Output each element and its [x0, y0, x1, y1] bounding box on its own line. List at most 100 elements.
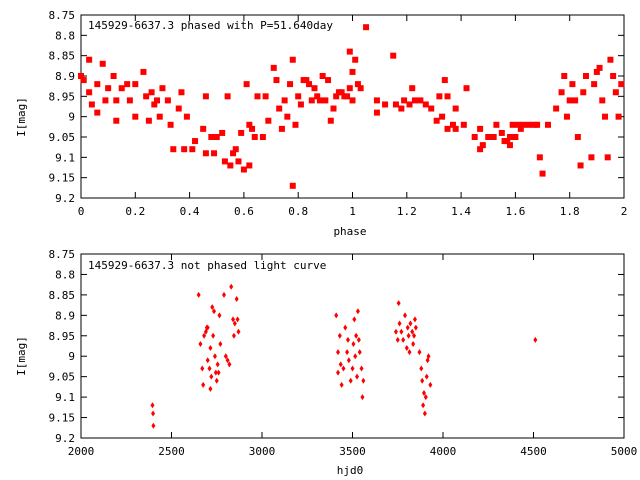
data-point	[460, 121, 467, 128]
y-tick-label: 9.15	[49, 412, 76, 425]
data-point	[345, 349, 350, 356]
data-point	[126, 97, 133, 104]
x-tick-label: 2	[621, 205, 628, 218]
data-point	[218, 340, 223, 347]
data-point	[209, 373, 214, 380]
data-point	[420, 377, 425, 384]
y-tick-label: 8.9	[55, 309, 75, 322]
data-point	[278, 125, 285, 132]
data-point	[392, 101, 399, 108]
data-point	[574, 134, 581, 140]
chart-title: 145929-6637.3 not phased light curve	[88, 259, 326, 272]
data-point	[572, 97, 579, 104]
data-point	[348, 377, 353, 384]
data-point	[306, 81, 313, 88]
data-point	[544, 121, 551, 128]
data-point	[485, 134, 492, 140]
data-point	[262, 93, 269, 100]
data-point	[411, 97, 418, 104]
data-point	[563, 113, 570, 120]
data-point	[566, 97, 573, 104]
x-tick-label: 4000	[430, 445, 457, 458]
x-axis-label: phase	[333, 225, 366, 238]
data-point	[351, 340, 356, 347]
data-point	[517, 125, 524, 132]
data-point	[536, 154, 543, 161]
data-point	[276, 105, 283, 112]
x-tick-label: 0.4	[180, 205, 200, 218]
data-point	[452, 105, 459, 112]
x-tick-label: 2000	[68, 445, 95, 458]
y-tick-label: 9.1	[55, 391, 75, 404]
data-point	[439, 113, 446, 120]
data-point	[601, 113, 608, 120]
data-point	[419, 365, 424, 372]
data-point	[444, 93, 451, 100]
data-point	[410, 328, 415, 335]
data-point	[94, 81, 101, 88]
data-point	[208, 385, 213, 392]
y-tick-label: 9.05	[49, 131, 76, 144]
x-tick-label: 0	[78, 205, 85, 218]
data-points	[78, 24, 625, 189]
data-point	[148, 89, 155, 96]
data-point	[338, 361, 343, 368]
data-point	[357, 349, 362, 356]
y-tick-label: 8.9	[55, 70, 75, 83]
data-point	[159, 85, 166, 92]
data-point	[558, 89, 565, 96]
data-point	[346, 48, 353, 55]
y-axis-label: I[mag]	[15, 336, 28, 376]
data-point	[336, 349, 341, 356]
data-point	[582, 73, 589, 79]
data-point	[406, 101, 413, 108]
data-point	[463, 85, 470, 92]
data-point	[361, 377, 366, 384]
data-point	[189, 146, 196, 153]
data-point	[607, 56, 614, 63]
data-point	[150, 402, 155, 409]
data-point	[86, 56, 93, 63]
data-point	[426, 353, 431, 360]
data-point	[289, 56, 296, 63]
data-point	[201, 381, 206, 388]
data-point	[154, 97, 161, 104]
data-point	[178, 89, 185, 96]
data-point	[354, 81, 361, 88]
data-point	[577, 162, 584, 169]
data-point	[327, 117, 334, 124]
data-point	[211, 150, 218, 157]
y-tick-label: 9.2	[55, 192, 75, 205]
data-point	[249, 125, 256, 132]
data-point	[151, 410, 156, 417]
data-point	[330, 105, 337, 112]
data-point	[230, 150, 237, 157]
data-point	[593, 68, 600, 75]
data-point	[341, 365, 346, 372]
y-tick-label: 9.15	[49, 172, 76, 185]
data-point	[604, 154, 611, 161]
data-point	[231, 316, 236, 323]
y-axis-label: I[mag]	[15, 97, 28, 137]
data-point	[295, 93, 302, 100]
data-point	[308, 97, 315, 104]
data-point	[588, 154, 595, 161]
data-point	[202, 93, 209, 100]
data-point	[202, 150, 209, 157]
data-point	[118, 85, 125, 92]
data-point	[350, 365, 355, 372]
data-point	[337, 332, 342, 339]
data-point	[311, 85, 318, 92]
data-point	[225, 357, 230, 364]
data-point	[102, 97, 109, 104]
x-tick-label: 1.8	[560, 205, 580, 218]
phased-light-curve-panel: 8.75 8.8 8.85 8.9 8.95 9 9.05 9.1 9.15 9.2 0 0.2 0.…	[15, 9, 627, 238]
data-point	[265, 117, 272, 124]
data-point	[618, 81, 625, 88]
data-point	[240, 166, 247, 173]
data-point	[99, 60, 106, 67]
data-point	[212, 308, 217, 315]
data-point	[314, 93, 321, 100]
data-point	[236, 328, 241, 335]
data-point	[356, 336, 361, 343]
